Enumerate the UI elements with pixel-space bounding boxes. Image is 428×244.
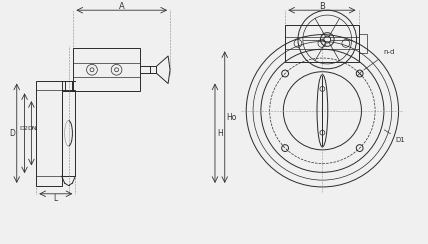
Bar [359,34,367,53]
Text: H: H [217,129,223,138]
Text: B: B [319,2,325,11]
Text: D1: D1 [384,130,405,143]
Text: L: L [54,194,58,203]
Bar [73,48,140,91]
Bar [62,90,75,176]
Text: D: D [9,129,15,138]
Polygon shape [156,56,170,83]
Text: n-d: n-d [364,49,395,70]
Text: A: A [119,2,125,11]
Bar [149,66,156,73]
Text: Ho: Ho [226,113,237,122]
Text: DN: DN [27,126,37,131]
Text: D2: D2 [19,126,28,131]
Bar [36,81,62,186]
Bar [285,25,359,62]
